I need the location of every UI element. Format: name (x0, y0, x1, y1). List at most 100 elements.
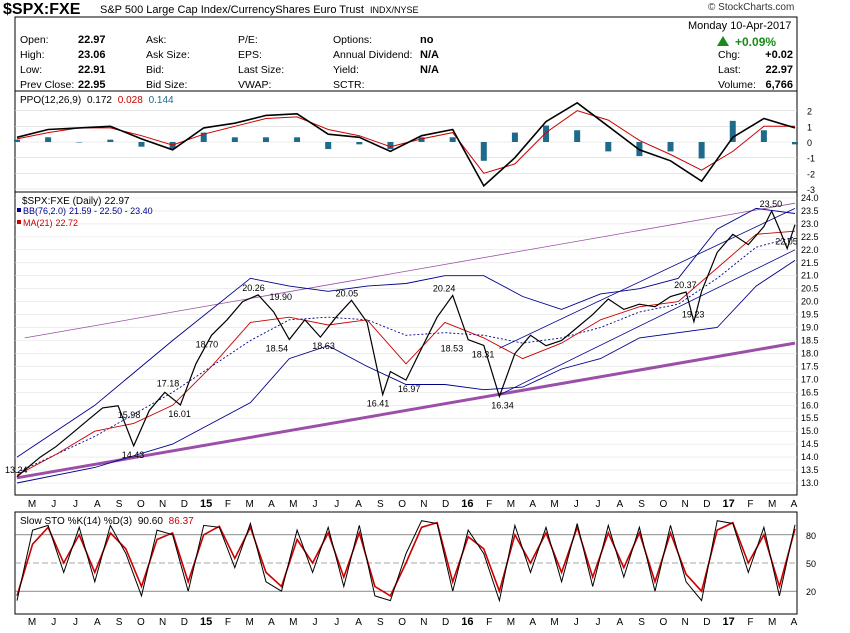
price-annotation: 19.23 (682, 310, 705, 320)
x-axis-label: J (334, 617, 339, 628)
ppo-tick-label: 1 (807, 122, 812, 132)
x-axis-label: A (94, 617, 101, 628)
price-tick-label: 22.5 (801, 232, 819, 242)
svg-text:MA(21)22.72: MA(21) 22.72 (23, 218, 78, 228)
x-axis-label: S (377, 499, 384, 510)
lower-trendline (16, 341, 796, 480)
price-annotation: 23.50 (760, 199, 783, 209)
x-axis-label: 16 (461, 616, 473, 628)
ppo-histogram-bar (325, 142, 332, 150)
ppo-histogram-bar (356, 142, 363, 145)
ppo-histogram-bar (667, 142, 674, 152)
x-axis-label: F (225, 617, 231, 628)
x-axis-label: A (529, 499, 536, 510)
quote-label: Bid Size: (146, 79, 187, 91)
price-tick-label: 19.0 (801, 323, 819, 333)
price-tick-label: 15.5 (801, 413, 819, 423)
ppo-histogram-bar (231, 137, 238, 142)
ppo-tick-label: -3 (807, 185, 815, 195)
x-axis-label: O (137, 499, 145, 510)
price-annotation: 20.05 (336, 288, 359, 298)
price-line (16, 209, 796, 478)
price-tick-label: 15.0 (801, 426, 819, 436)
price-annotation: 16.34 (491, 400, 514, 410)
price-annotation: 19.90 (270, 292, 293, 302)
x-axis-label: N (420, 499, 427, 510)
price-tick-label: 16.5 (801, 387, 819, 397)
rising-channel-lower (499, 249, 796, 396)
x-axis-label: M (507, 617, 515, 628)
ppo-histogram-bar (729, 120, 736, 142)
quote-value: 22.95 (78, 79, 106, 91)
price-legend: $SPX:FXE (Daily) 22.97 BB(76,2.0) 21.59 - … (17, 196, 153, 228)
x-axis-label: J (51, 617, 56, 628)
x-axis-label: J (51, 499, 56, 510)
symbol-title: $SPX:FXE (3, 1, 81, 18)
x-axis-label: J (313, 617, 318, 628)
rising-channel-upper (499, 208, 796, 349)
x-axis-label: M (550, 617, 558, 628)
quote-value: N/A (420, 64, 439, 76)
stockcharts-logo[interactable]: © StockCharts.com (708, 2, 795, 13)
sto-tick-label: 20 (806, 587, 816, 597)
triangle-up-icon (717, 36, 729, 46)
x-axis-label: J (73, 617, 78, 628)
ppo-histogram-bar (605, 142, 612, 152)
price-tick-label: 17.0 (801, 374, 819, 384)
x-axis-label: A (268, 499, 275, 510)
security-name: S&P 500 Large Cap Index/CurrencyShares E… (100, 4, 419, 16)
x-axis-label: O (137, 617, 145, 628)
quote-value: no (420, 34, 434, 46)
x-axis-label: N (682, 617, 689, 628)
x-axis-label: A (529, 617, 536, 628)
upper-channel-line (24, 202, 796, 339)
quote-label: VWAP: (238, 79, 271, 91)
price-annotation: 14.43 (122, 450, 145, 460)
ppo-legend-label: PPO(12,26,9) (20, 95, 81, 106)
price-tick-label: 18.0 (801, 348, 819, 358)
x-axis-label: S (638, 499, 645, 510)
change-percent: +0.09% (735, 35, 776, 49)
ppo-histogram-bar (511, 132, 518, 142)
price-annotation: 16.01 (168, 409, 191, 419)
ppo-panel: -3 -2 -1 0 1 2 PPO(12,26,9) 0.172 0.028 0.144 (14, 90, 815, 195)
quote-label: EPS: (238, 49, 262, 61)
quote-label: SCTR: (333, 79, 365, 91)
x-axis-label: A (355, 617, 362, 628)
x-axis-label: J (73, 499, 78, 510)
x-axis-label: S (116, 499, 123, 510)
exchange-label: INDX/NYSE (370, 5, 419, 15)
sto-panel: 20 50 80 Slow STO %K(14) %D(3) 90.60 86.37 (14, 511, 816, 615)
ppo-histogram-bar (698, 142, 705, 159)
price-tick-label: 23.0 (801, 219, 819, 229)
quote-label: Last Size: (238, 64, 284, 76)
ma-legend-swatch (17, 220, 21, 224)
x-axis-label: A (791, 617, 798, 628)
x-axis-label: A (616, 499, 623, 510)
quote-value: N/A (420, 49, 439, 61)
ppo-histogram-bar (200, 132, 207, 142)
svg-text:BB(76,2.0)21.59 - 22.50 - 23.4: BB(76,2.0) 21.59 - 22.50 - 23.40 (23, 206, 153, 216)
x-axis-label: J (574, 499, 579, 510)
ppo-histogram-bar (45, 137, 52, 142)
quote-label: Open: (20, 34, 49, 46)
quote-label: Yield: (333, 64, 359, 76)
x-axis-label: 17 (723, 616, 735, 628)
price-annotation: 18.31 (472, 349, 495, 359)
ppo-tick-label: -1 (807, 154, 815, 164)
x-axis-label: M (507, 499, 515, 510)
ppo-histogram-bar (138, 142, 145, 147)
price-tick-label: 23.5 (801, 206, 819, 216)
x-axis-label: N (159, 617, 166, 628)
price-tick-label: 17.5 (801, 361, 819, 371)
x-axis-label: J (313, 499, 318, 510)
bb-legend-label: BB(76,2.0) (23, 206, 66, 216)
x-axis-label: D (181, 617, 188, 628)
price-tick-label: 13.0 (801, 478, 819, 488)
ppo-histogram-bar (480, 142, 487, 161)
x-axis-label: J (334, 499, 339, 510)
x-axis-label: M (768, 499, 776, 510)
x-axis-label: A (94, 499, 101, 510)
ppo-legend-v2: 0.028 (118, 95, 143, 106)
